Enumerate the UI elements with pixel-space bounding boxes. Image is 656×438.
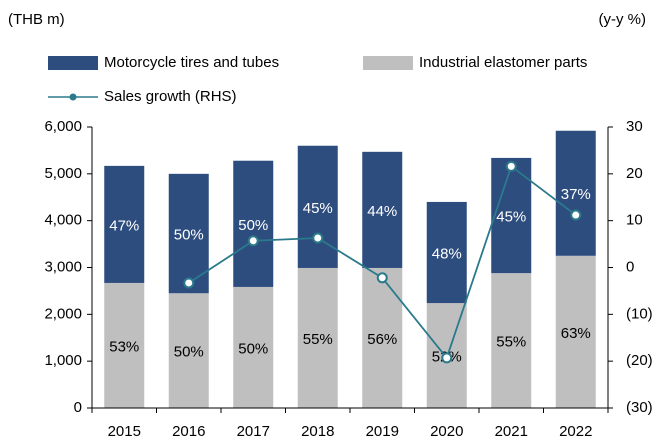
share-label: 48% — [432, 245, 462, 262]
share-label: 63% — [561, 325, 591, 342]
bar — [491, 273, 532, 408]
share-label: 44% — [367, 203, 397, 220]
share-label: 55% — [303, 331, 333, 348]
x-tick-label: 2020 — [430, 423, 463, 438]
share-label: 50% — [174, 227, 204, 244]
y2-tick-label: (20) — [626, 352, 653, 369]
share-label: 37% — [561, 186, 591, 203]
x-tick-label: 2017 — [237, 423, 270, 438]
x-tick-label: 2021 — [495, 423, 528, 438]
share-label: 47% — [109, 217, 139, 234]
bar — [104, 282, 145, 408]
y2-tick-label: (30) — [626, 399, 653, 416]
bar — [297, 145, 338, 268]
line-marker — [376, 272, 388, 284]
legend-swatch — [363, 56, 413, 70]
bar — [426, 201, 467, 304]
x-tick-label: 2015 — [108, 423, 141, 438]
bar — [362, 151, 403, 268]
line-marker — [505, 160, 517, 172]
bar — [297, 267, 338, 408]
y2-tick-label: (10) — [626, 305, 653, 322]
y-tick-label: 4,000 — [44, 212, 82, 229]
share-label: 45% — [303, 200, 333, 217]
legend-label: Sales growth (RHS) — [104, 88, 237, 105]
line-marker — [312, 232, 324, 244]
share-label: 50% — [174, 344, 204, 361]
bar — [233, 286, 274, 408]
bar — [555, 130, 596, 256]
bar — [555, 255, 596, 408]
y2-tick-label: 0 — [626, 258, 634, 275]
y-tick-label: 2,000 — [44, 305, 82, 322]
y2-tick-label: 30 — [626, 118, 643, 135]
share-label: 50% — [238, 340, 268, 357]
bar — [168, 293, 209, 408]
legend-label: Motorcycle tires and tubes — [104, 54, 279, 71]
x-tick-label: 2016 — [172, 423, 205, 438]
y2-tick-label: 20 — [626, 165, 643, 182]
line-marker — [247, 235, 259, 247]
bar — [362, 267, 403, 408]
share-label: 55% — [496, 334, 526, 351]
left-unit: (THB m) — [8, 11, 65, 28]
share-label: 56% — [367, 331, 397, 348]
legend-marker — [69, 93, 77, 101]
y-tick-label: 6,000 — [44, 118, 82, 135]
legend-swatch — [48, 56, 98, 70]
legend-label: Industrial elastomer parts — [419, 54, 587, 71]
right-unit: (y-y %) — [599, 11, 647, 28]
share-label: 45% — [496, 208, 526, 225]
bar — [233, 160, 274, 287]
bar — [104, 165, 145, 283]
y-tick-label: 0 — [74, 399, 82, 416]
y-tick-label: 5,000 — [44, 165, 82, 182]
x-tick-label: 2019 — [366, 423, 399, 438]
x-tick-label: 2022 — [559, 423, 592, 438]
x-tick-label: 2018 — [301, 423, 334, 438]
y-tick-label: 3,000 — [44, 258, 82, 275]
share-label: 53% — [109, 338, 139, 355]
y-tick-label: 1,000 — [44, 352, 82, 369]
y2-tick-label: 10 — [626, 212, 643, 229]
line-marker — [570, 209, 582, 221]
line-marker — [183, 277, 195, 289]
share-label: 50% — [238, 217, 268, 234]
line-marker — [441, 352, 453, 364]
